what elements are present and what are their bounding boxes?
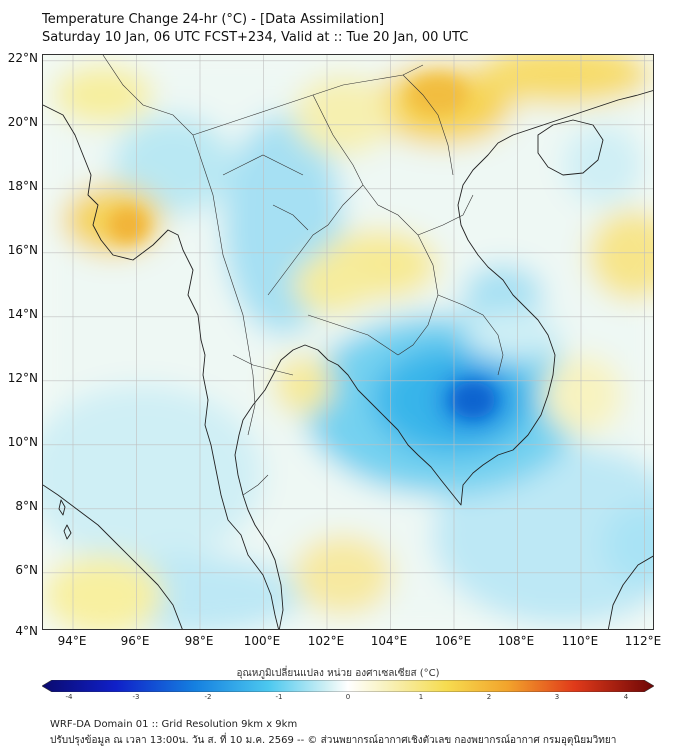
colorbar-title: อุณหภูมิเปลี่ยนแปลง หน่วย องศาเซลเซียส (… xyxy=(236,668,440,679)
map-canvas xyxy=(43,55,653,629)
coastlines xyxy=(43,90,653,629)
lon-label: 98°E xyxy=(184,634,214,648)
colorbar-tick: 2 xyxy=(486,693,492,701)
lon-label: 110°E xyxy=(561,634,599,648)
temperature-field xyxy=(43,55,653,629)
temperature-change-map xyxy=(42,54,654,630)
lat-label: 10°N xyxy=(7,435,38,449)
lat-label: 14°N xyxy=(7,307,38,321)
lat-label: 12°N xyxy=(7,371,38,385)
lon-label: 112°E xyxy=(624,634,662,648)
lat-label: 18°N xyxy=(7,179,38,193)
lon-label: 94°E xyxy=(57,634,87,648)
map-title: Temperature Change 24-hr (°C) - [Data As… xyxy=(42,12,385,27)
colorbar-tick: -2 xyxy=(204,693,212,701)
colorbar-tick: 0 xyxy=(345,693,351,701)
lon-label: 106°E xyxy=(434,634,472,648)
colorbar xyxy=(42,680,654,692)
lon-label: 100°E xyxy=(243,634,281,648)
lat-label: 20°N xyxy=(7,115,38,129)
lat-label: 16°N xyxy=(7,243,38,257)
colorbar-tick: -4 xyxy=(65,693,73,701)
lat-label: 6°N xyxy=(15,563,38,577)
colorbar-tick: 1 xyxy=(418,693,424,701)
colorbar-tick: 4 xyxy=(623,693,629,701)
borders xyxy=(102,55,504,496)
map-subtitle: Saturday 10 Jan, 06 UTC FCST+234, Valid … xyxy=(42,30,469,45)
lon-label: 108°E xyxy=(497,634,535,648)
lon-label: 96°E xyxy=(120,634,150,648)
footer-model-info: WRF-DA Domain 01 :: Grid Resolution 9km … xyxy=(50,719,298,730)
lon-label: 104°E xyxy=(370,634,408,648)
lat-label: 8°N xyxy=(15,499,38,513)
graticule xyxy=(43,55,653,629)
colorbar-tick: 3 xyxy=(554,693,560,701)
lon-label: 102°E xyxy=(307,634,345,648)
lat-label: 4°N xyxy=(15,624,38,638)
lat-label: 22°N xyxy=(7,51,38,65)
colorbar-tick: -1 xyxy=(275,693,283,701)
colorbar-tick: -3 xyxy=(132,693,140,701)
footer-update-credit: ปรับปรุงข้อมูล ณ เวลา 13:00น. วัน ส. ที่… xyxy=(50,735,617,746)
